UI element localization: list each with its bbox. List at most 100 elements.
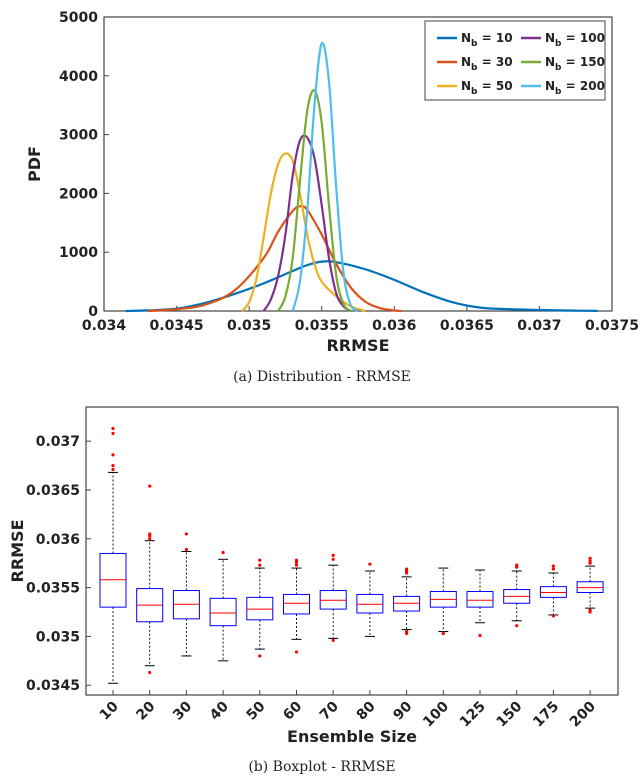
legend: Nb = 10 Nb = 30 Nb = 50 Nb = 100 Nb = 150 Nb … [424, 20, 606, 101]
series-line-nb-50 [241, 152, 366, 313]
x-tick-label: 0.035 [227, 318, 271, 334]
x-tick-label: 0.034 [82, 318, 127, 334]
series-line-nb-30 [147, 205, 402, 313]
y-tick-label: 0.036 [36, 532, 80, 548]
plot-area-b [85, 406, 619, 696]
x-tick-label: 0.0375 [585, 318, 639, 334]
box-50 [246, 558, 274, 658]
outlier-point [478, 633, 482, 638]
outlier-point [331, 638, 335, 642]
x-tick-label: 40 [207, 698, 232, 723]
caption-b: (b) Boxplot - RRMSE [248, 759, 395, 775]
boxplot-chart: 0.0345 0.035 0.0355 0.036 0.0365 0.037 10 20 30… [8, 406, 619, 746]
x-tick-label: 175 [530, 699, 562, 731]
y-tick-label: 0 [88, 304, 98, 320]
legend-label-nb-200: Nb = 200 [545, 79, 605, 97]
box-60 [283, 558, 310, 654]
outlier-point [405, 567, 409, 571]
outlier-point [294, 558, 299, 562]
x-tick-label: 0.0355 [295, 318, 349, 334]
x-tick-label: 125 [457, 699, 489, 731]
legend-label-nb-100: Nb = 100 [545, 31, 605, 49]
caption-a: (a) Distribution - RRMSE [233, 369, 411, 385]
series-line-nb-100 [262, 134, 352, 312]
outlier-point [111, 431, 115, 435]
box-125 [466, 569, 494, 638]
outlier-point [515, 624, 519, 628]
outlier-point [551, 614, 556, 618]
y-tick-label: 4000 [59, 69, 98, 85]
outlier-point [331, 553, 335, 557]
y-tick-label: 1000 [59, 245, 98, 261]
boxes [99, 426, 604, 684]
outlier-point [221, 550, 225, 555]
series-line-nb-200 [291, 41, 359, 312]
outlier-point [148, 484, 152, 488]
outlier-point [111, 463, 115, 468]
outlier-point [294, 650, 299, 654]
outlier-point [588, 608, 592, 612]
box-100 [429, 567, 457, 636]
y-tick-label: 0.0345 [26, 678, 80, 694]
outlier-point [111, 426, 115, 431]
outlier-point [258, 563, 262, 567]
distribution-chart: 0 1000 2000 3000 4000 5000 0.034 0.0345 0.035 0.… [25, 10, 639, 355]
y-axis-label-b: RRMSE [8, 519, 27, 582]
outlier-point [588, 556, 592, 560]
x-tick-label: 90 [390, 698, 415, 723]
x-tick-label: 20 [133, 698, 158, 723]
box-200 [576, 556, 604, 614]
x-tick-label: 10 [97, 698, 122, 723]
box-70 [319, 553, 347, 642]
box-40 [209, 550, 237, 662]
x-axis-label-b: Ensemble Size [287, 727, 417, 746]
x-tick-label: 100 [420, 698, 452, 730]
x-tick-label: 0.037 [517, 318, 561, 334]
y-tick-label: 3000 [59, 128, 98, 144]
outlier-point [368, 562, 372, 566]
y-tick-label: 2000 [59, 186, 98, 202]
outlier-point [258, 558, 262, 562]
outlier-point [184, 532, 188, 536]
series-line-nb-10 [125, 260, 598, 313]
iqr-box [283, 593, 310, 615]
x-tick-label: 0.0345 [150, 318, 204, 334]
outlier-point [148, 532, 152, 536]
outlier-point [405, 629, 409, 634]
y-tick-label: 5000 [59, 10, 98, 26]
outlier-point [588, 559, 592, 563]
y-tick-label: 0.037 [36, 434, 80, 450]
y-tick-label: 0.0355 [26, 581, 80, 597]
y-tick-labels-b: 0.0345 0.035 0.0355 0.036 0.0365 0.037 [26, 434, 91, 694]
series-line-nb-150 [277, 89, 352, 312]
box-175 [539, 564, 567, 618]
legend-label-nb-30: Nb = 30 [461, 55, 513, 73]
x-tick-label: 30 [170, 698, 195, 723]
outlier-point [184, 547, 188, 552]
x-tick-label: 50 [244, 698, 269, 723]
outlier-point [551, 567, 556, 571]
outlier-point [294, 563, 299, 567]
legend-label-nb-10: Nb = 10 [461, 31, 513, 49]
x-tick-label: 0.0365 [440, 318, 494, 334]
y-axis-label-a: PDF [25, 146, 44, 182]
iqr-box [209, 597, 237, 627]
box-90 [393, 567, 421, 636]
series-lines [125, 41, 598, 313]
outlier-point [441, 631, 445, 636]
outlier-point [331, 557, 335, 561]
outlier-point [111, 467, 115, 472]
y-tick-label: 0.0365 [26, 483, 80, 499]
legend-label-nb-150: Nb = 150 [545, 55, 605, 73]
y-tick-labels-a: 0 1000 2000 3000 4000 5000 [59, 10, 98, 320]
x-tick-label: 200 [567, 698, 599, 730]
outlier-point [148, 670, 152, 675]
box-20 [136, 484, 164, 675]
x-tick-label: 150 [494, 698, 526, 730]
legend-label-nb-50: Nb = 50 [461, 79, 513, 97]
x-tick-labels-a: 0.034 0.0345 0.035 0.0355 0.036 0.0365 0.037 0.… [82, 318, 639, 334]
outlier-point [515, 563, 519, 567]
x-tick-labels-b: 10 20 30 40 50 60 70 80 90 100 125 150 175 200 [97, 690, 599, 731]
outlier-point [148, 537, 152, 541]
